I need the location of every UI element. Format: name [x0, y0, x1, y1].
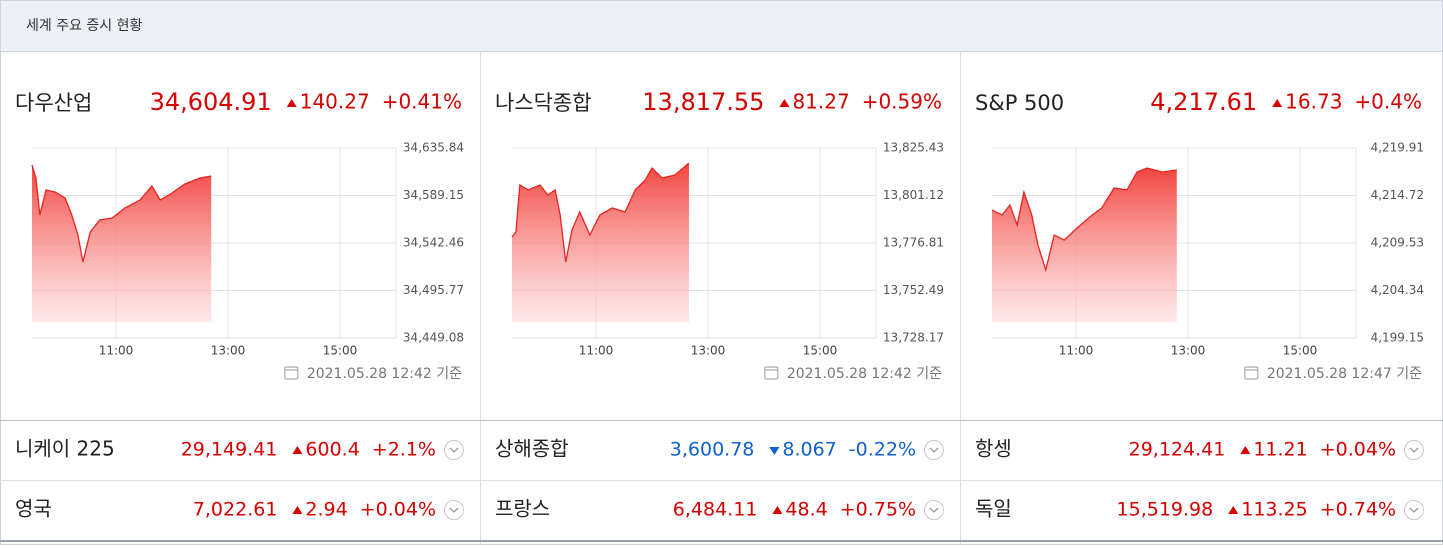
chevron — [449, 447, 459, 453]
calendar-icon — [1244, 366, 1259, 380]
y-tick-label: 13,801.12 — [883, 188, 944, 202]
y-tick-label: 4,219.91 — [1371, 141, 1424, 155]
change-percent: +0.04% — [360, 499, 436, 521]
price: 34,604.91 — [150, 88, 272, 116]
y-tick-label: 13,752.49 — [883, 283, 944, 297]
y-tick-label: 34,589.15 — [403, 188, 464, 202]
expand-button[interactable] — [924, 500, 944, 520]
area-fill — [32, 164, 212, 322]
price: 29,149.41 — [181, 439, 278, 461]
index-name: 니케이 225 — [15, 437, 115, 461]
area-fill — [512, 163, 689, 322]
change-percent: +0.4% — [1354, 90, 1422, 114]
price-line — [31, 164, 212, 263]
up-arrow — [1228, 506, 1239, 514]
price: 3,600.78 — [670, 439, 755, 461]
timestamp: 2021.05.28 12:42 기준 — [787, 366, 942, 382]
calendar-icon — [284, 366, 299, 380]
timestamp: 2021.05.28 12:47 기준 — [1267, 366, 1422, 382]
index-name: 상해종합 — [495, 437, 569, 461]
up-arrow — [1272, 99, 1283, 107]
change-value: 48.4 — [785, 499, 827, 521]
expand-button[interactable] — [444, 500, 464, 520]
x-tick-label: 11:00 — [1059, 344, 1094, 358]
x-tick-label: 15:00 — [803, 344, 838, 358]
change-value: 2.94 — [305, 499, 347, 521]
header-title: 세계 주요 증시 현황 — [26, 18, 143, 34]
change-percent: -0.22% — [849, 439, 916, 461]
x-tick-label: 15:00 — [1283, 344, 1318, 358]
change-percent: +2.1% — [372, 439, 436, 461]
index-name: 독일 — [975, 497, 1012, 521]
y-tick-label: 13,776.81 — [883, 235, 944, 249]
area-fill — [992, 168, 1177, 322]
up-arrow — [779, 99, 790, 107]
x-tick-label: 13:00 — [1171, 344, 1206, 358]
calendar-icon — [764, 366, 779, 380]
price: 29,124.41 — [1129, 439, 1226, 461]
y-tick-label: 13,825.43 — [883, 141, 944, 155]
x-tick-label: 15:00 — [323, 344, 358, 358]
change-percent: +0.75% — [840, 499, 916, 521]
index-name: 나스닥종합 — [495, 91, 592, 115]
expand-button[interactable] — [924, 440, 944, 460]
price-line — [511, 162, 690, 263]
index-name: 항셍 — [975, 437, 1012, 461]
price: 7,022.61 — [193, 499, 278, 521]
y-tick-label: 4,209.53 — [1371, 236, 1424, 250]
price-line — [991, 167, 1177, 273]
y-tick-label: 34,542.46 — [403, 236, 464, 250]
x-tick-label: 11:00 — [99, 344, 134, 358]
change-value: 600.4 — [305, 439, 359, 461]
up-arrow — [772, 506, 783, 514]
chevron — [1409, 507, 1419, 513]
expand-button[interactable] — [444, 440, 464, 460]
change-value: 140.27 — [300, 90, 370, 114]
change-value: 8.067 — [782, 439, 836, 461]
price: 4,217.61 — [1150, 88, 1257, 116]
change-percent: +0.04% — [1320, 439, 1396, 461]
y-tick-label: 4,214.72 — [1371, 188, 1424, 202]
price: 6,484.11 — [673, 499, 758, 521]
change-percent: +0.74% — [1320, 499, 1396, 521]
x-tick-label: 13:00 — [211, 344, 246, 358]
y-tick-label: 4,199.15 — [1371, 331, 1424, 345]
change-value: 81.27 — [792, 90, 849, 114]
index-name: 프랑스 — [495, 497, 550, 521]
y-tick-label: 34,449.08 — [403, 331, 464, 345]
chevron — [1409, 447, 1419, 453]
y-tick-label: 34,635.84 — [403, 141, 464, 155]
change-value: 113.25 — [1241, 499, 1307, 521]
expand-button[interactable] — [1404, 440, 1424, 460]
change-percent: +0.59% — [862, 90, 942, 114]
up-arrow — [292, 506, 303, 514]
up-arrow — [292, 446, 303, 454]
y-tick-label: 13,728.17 — [883, 331, 944, 345]
y-tick-label: 4,204.34 — [1371, 283, 1424, 297]
down-arrow — [769, 447, 780, 455]
up-arrow — [1240, 446, 1251, 454]
change-value: 16.73 — [1285, 90, 1342, 114]
change-value: 11.21 — [1253, 439, 1307, 461]
timestamp: 2021.05.28 12:42 기준 — [307, 366, 462, 382]
price: 15,519.98 — [1117, 499, 1214, 521]
price: 13,817.55 — [642, 88, 764, 116]
change-percent: +0.41% — [382, 90, 462, 114]
chevron — [929, 447, 939, 453]
x-tick-label: 13:00 — [691, 344, 726, 358]
index-name: S&P 500 — [975, 91, 1064, 115]
chevron — [929, 507, 939, 513]
expand-button[interactable] — [1404, 500, 1424, 520]
header-bar — [0, 0, 1443, 52]
x-tick-label: 11:00 — [579, 344, 614, 358]
index-name: 다우산업 — [15, 91, 92, 115]
index-name: 영국 — [15, 497, 52, 521]
chevron — [449, 507, 459, 513]
y-tick-label: 34,495.77 — [403, 283, 464, 297]
up-arrow — [286, 99, 297, 107]
